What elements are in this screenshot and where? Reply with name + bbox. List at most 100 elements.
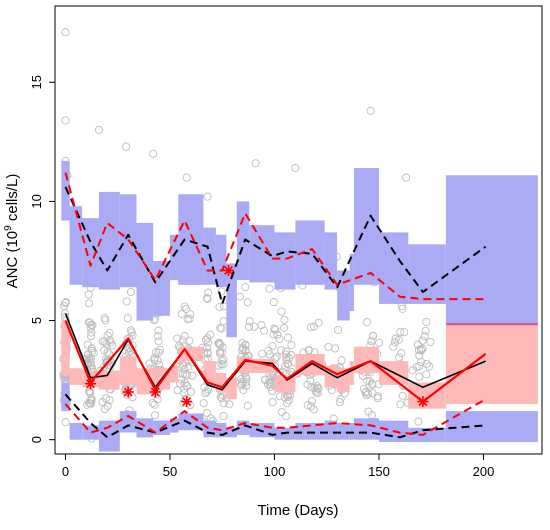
- observation-point: [335, 398, 344, 407]
- median-ci-band: [274, 375, 296, 393]
- lower-ci-band: [295, 423, 325, 440]
- asterisk-marker: [122, 386, 134, 398]
- observation-point: [281, 412, 291, 421]
- lower-ci-band: [324, 420, 338, 440]
- observation-point: [269, 298, 278, 307]
- observation-point: [178, 369, 187, 378]
- observation-point: [367, 337, 376, 346]
- observation-point: [278, 407, 287, 417]
- lower-ci-band: [337, 423, 350, 440]
- observation-point: [268, 398, 277, 407]
- observation-point: [280, 323, 289, 332]
- lower-ci-band: [98, 420, 120, 452]
- observation-point: [250, 322, 259, 331]
- observation-point: [178, 336, 187, 345]
- observation-point: [122, 297, 131, 306]
- observation-point: [61, 418, 70, 427]
- observation-point: [149, 149, 158, 158]
- x-tick-label: 0: [62, 464, 69, 479]
- observation-point: [251, 159, 260, 168]
- median-ci-band: [226, 377, 237, 400]
- observation-point: [126, 326, 135, 335]
- observation-point: [373, 392, 382, 401]
- observation-point: [217, 394, 226, 403]
- observation-point: [284, 396, 293, 405]
- asterisk-marker: [181, 396, 193, 408]
- observation-point: [336, 395, 345, 404]
- observation-point: [148, 398, 157, 408]
- observation-point: [175, 379, 185, 388]
- x-tick-label: 150: [368, 464, 390, 479]
- observation-point: [150, 400, 159, 409]
- observation-point: [216, 340, 225, 349]
- observation-point: [150, 411, 160, 420]
- upper-ci-band: [82, 218, 99, 288]
- observation-point: [303, 401, 312, 410]
- observation-point: [412, 362, 421, 372]
- observation-point: [215, 302, 224, 312]
- observation-point: [366, 106, 375, 115]
- observation-point: [216, 349, 225, 358]
- observation-point: [309, 405, 318, 414]
- observation-point: [60, 312, 69, 321]
- asterisk-stroke: [86, 379, 95, 389]
- observation-point: [307, 396, 316, 406]
- asterisk-stroke: [418, 397, 428, 407]
- observation-point: [275, 392, 284, 401]
- observation-point: [154, 337, 163, 346]
- observation-point: [368, 331, 377, 340]
- observation-point: [337, 356, 346, 365]
- observation-point: [122, 142, 131, 151]
- observation-point: [272, 352, 281, 361]
- observation-point: [98, 398, 107, 407]
- observation-point: [153, 356, 162, 365]
- observation-point: [269, 330, 278, 339]
- asterisk-marker: [149, 386, 161, 398]
- observation-point: [219, 399, 228, 408]
- asterisk-marker: [223, 265, 234, 276]
- simulated-pi-upper-line: [64, 186, 487, 305]
- observation-point: [415, 351, 424, 360]
- observation-point: [242, 374, 251, 383]
- observation-point: [422, 317, 431, 327]
- lower-ci-band: [226, 427, 237, 438]
- observation-point: [216, 323, 225, 332]
- observed-median-line: [64, 320, 487, 403]
- observation-point: [85, 355, 94, 365]
- y-tick-label: 10: [29, 194, 44, 208]
- observation-point: [359, 384, 368, 393]
- observation-point: [291, 163, 300, 173]
- observation-point: [87, 328, 96, 337]
- observation-point: [225, 400, 234, 409]
- observation-point: [84, 299, 94, 308]
- observation-point: [264, 346, 273, 355]
- simulated-median-line: [64, 313, 486, 391]
- observation-point: [186, 310, 195, 319]
- observation-point: [241, 377, 251, 387]
- observation-point: [180, 365, 189, 374]
- observation-point: [94, 125, 103, 134]
- observation-point: [84, 290, 93, 299]
- observation-point: [283, 399, 292, 408]
- observation-point: [100, 313, 109, 323]
- observation-point: [217, 287, 226, 296]
- upper-ci-band: [98, 191, 120, 290]
- observation-point: [126, 287, 135, 297]
- x-tick-label: 100: [264, 464, 286, 479]
- observation-point: [425, 362, 434, 371]
- observation-point: [334, 325, 343, 335]
- observation-point: [239, 345, 248, 354]
- observation-point: [273, 330, 282, 339]
- observation-point: [271, 325, 280, 334]
- observation-point: [390, 338, 399, 347]
- observation-point: [331, 344, 340, 353]
- observation-point: [389, 342, 398, 351]
- observation-point: [261, 375, 270, 384]
- observation-point: [201, 389, 210, 398]
- observation-point: [214, 339, 223, 348]
- observation-point: [421, 326, 430, 335]
- observation-point: [307, 402, 316, 411]
- observation-point: [204, 288, 213, 297]
- observation-point: [202, 409, 211, 418]
- upper-ci-band: [136, 222, 154, 321]
